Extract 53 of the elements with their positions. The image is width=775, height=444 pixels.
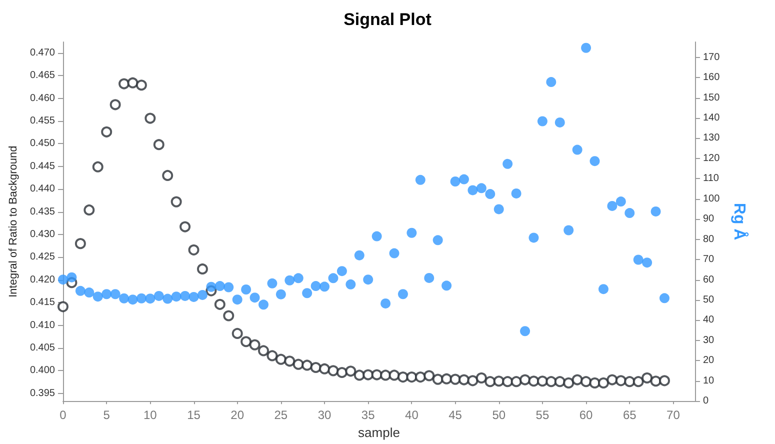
y2-tick-label: 150	[703, 92, 720, 104]
y2-tick-label: 100	[703, 193, 720, 204]
x-tick-label: 40	[405, 408, 419, 422]
x-tick-label: 35	[361, 408, 376, 422]
y-tick-label: 0.400	[30, 365, 56, 376]
y2-tick-label: 30	[703, 334, 715, 346]
y-tick-label: 0.425	[30, 252, 56, 263]
y-tick-label: 0.435	[30, 206, 56, 218]
x-tick-label: 45	[448, 408, 462, 422]
x-tick-label: 5	[103, 408, 110, 422]
y2-tick-label: 130	[703, 132, 720, 144]
y2-tick-label: 160	[703, 72, 720, 84]
y-axis-title: Integral of Ratio to Background	[8, 146, 20, 298]
y2-tick-label: 10	[703, 375, 715, 386]
x-tick-label: 50	[492, 408, 506, 422]
y-tick-label: 0.395	[30, 388, 56, 399]
y2-axis-title: Rg Å	[730, 202, 750, 241]
y-tick-label: 0.440	[30, 184, 56, 195]
chart-title: Signal Plot	[344, 10, 432, 29]
y2-tick-label: 90	[703, 214, 715, 225]
y-tick-label: 0.420	[30, 274, 56, 286]
y-tick-label: 0.455	[30, 115, 56, 126]
y2-tick-label: 50	[703, 294, 715, 306]
x-tick-label: 70	[666, 408, 680, 422]
y-tick-label: 0.430	[30, 228, 56, 240]
x-tick-label: 60	[579, 408, 594, 422]
y-tick-label: 0.450	[30, 138, 56, 150]
y2-tick-label: 40	[703, 314, 715, 326]
x-tick-label: 30	[318, 408, 332, 422]
y-tick-label: 0.410	[30, 320, 56, 331]
y-tick-label: 0.445	[30, 160, 56, 172]
y2-tick-label: 60	[703, 274, 715, 286]
y2-tick-label: 140	[703, 112, 720, 124]
x-tick-label: 10	[143, 408, 158, 422]
y2-tick-label: 0	[703, 396, 709, 407]
y-tick-label: 0.465	[30, 70, 56, 82]
x-axis-title: sample	[358, 425, 400, 440]
y-tick-label: 0.415	[30, 297, 56, 308]
x-tick-label: 15	[187, 408, 201, 422]
y-tick-label: 0.405	[30, 342, 56, 354]
y2-tick-label: 20	[703, 355, 715, 366]
x-tick-label: 55	[536, 408, 550, 422]
x-tick-label: 20	[230, 408, 244, 422]
x-tick-label: 0	[60, 408, 67, 422]
x-tick-label: 25	[274, 408, 288, 422]
y2-tick-label: 170	[703, 52, 720, 63]
y2-tick-label: 70	[703, 254, 715, 266]
x-tick-label: 65	[622, 408, 637, 422]
y2-tick-label: 120	[703, 152, 720, 164]
y2-tick-label: 80	[703, 234, 715, 245]
y-tick-label: 0.460	[30, 92, 56, 104]
y2-tick-label: 110	[703, 173, 720, 184]
y-tick-label: 0.470	[30, 47, 56, 58]
